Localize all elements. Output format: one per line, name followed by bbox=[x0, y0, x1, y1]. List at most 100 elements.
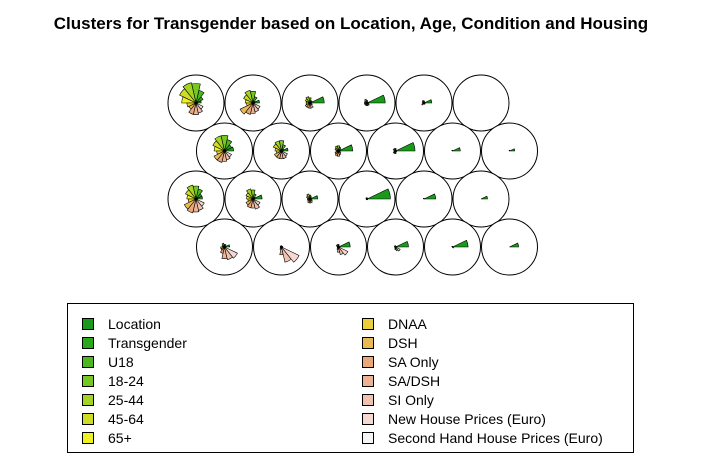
segment-second-hand-house-prices-euro- bbox=[195, 198, 198, 200]
legend-item: 65+ bbox=[82, 428, 187, 447]
legend-swatch bbox=[82, 336, 94, 349]
legend-swatch bbox=[362, 355, 374, 368]
segment-sa-only bbox=[186, 198, 197, 214]
legend-label: U18 bbox=[108, 353, 134, 370]
legend-label: New House Prices (Euro) bbox=[388, 410, 546, 427]
segment-new-house-prices-euro- bbox=[338, 246, 349, 256]
segment-new-house-prices-euro- bbox=[252, 102, 261, 110]
legend-item: Location bbox=[82, 314, 187, 333]
segment-25-44 bbox=[274, 140, 282, 152]
legend-label: SA Only bbox=[388, 353, 439, 370]
legend-item: 45-64 bbox=[82, 409, 187, 428]
segment-65- bbox=[213, 146, 225, 152]
legend-label: SI Only bbox=[388, 391, 434, 408]
legend-swatch bbox=[82, 431, 94, 444]
segment-location bbox=[423, 193, 437, 200]
segment-dsh bbox=[239, 102, 254, 115]
som-unit-r1-c2 bbox=[224, 74, 282, 132]
segment-45-64 bbox=[304, 98, 311, 104]
segment-sa-dsh bbox=[250, 102, 256, 114]
som-unit-r4-c6 bbox=[481, 218, 538, 276]
legend-item: Second Hand House Prices (Euro) bbox=[362, 428, 603, 447]
legend-swatch bbox=[82, 317, 94, 330]
segment-25-44 bbox=[186, 184, 197, 200]
segment-location bbox=[480, 195, 488, 200]
legend-swatch bbox=[362, 374, 374, 387]
legend-item: SA/DSH bbox=[362, 371, 603, 390]
som-unit-r4-c5 bbox=[424, 218, 481, 276]
segment-new-house-prices-euro- bbox=[395, 246, 401, 252]
segment-25-44 bbox=[214, 135, 225, 152]
legend-label: Second Hand House Prices (Euro) bbox=[388, 429, 603, 446]
segment-new-house-prices-euro- bbox=[252, 198, 261, 206]
segment-location bbox=[452, 147, 461, 152]
segment-location bbox=[309, 195, 319, 200]
legend-label: 25-44 bbox=[108, 391, 144, 408]
som-unit-r3-c4 bbox=[338, 170, 396, 228]
segment-25-44 bbox=[244, 89, 254, 104]
segment-second-hand-house-prices-euro- bbox=[281, 246, 284, 248]
segment-location bbox=[395, 142, 416, 152]
segment-new-house-prices-euro- bbox=[366, 198, 369, 201]
segment-sa-dsh bbox=[221, 150, 228, 162]
legend-swatch bbox=[362, 431, 374, 444]
segment-45-64 bbox=[422, 197, 425, 200]
segment-65- bbox=[181, 96, 197, 104]
som-unit-r1-c1 bbox=[167, 74, 225, 132]
som-unit-r2-c3 bbox=[310, 122, 367, 180]
segment-45-64 bbox=[179, 88, 197, 104]
segment-new-house-prices-euro- bbox=[195, 198, 205, 207]
legend-item: 25-44 bbox=[82, 390, 187, 409]
legend-label: 18-24 bbox=[108, 372, 144, 389]
legend-label: DSH bbox=[388, 334, 418, 351]
som-unit-r4-c4 bbox=[367, 218, 424, 276]
som-unit-r4-c3 bbox=[310, 218, 367, 276]
segment-location bbox=[309, 96, 325, 104]
segment-location bbox=[366, 188, 391, 200]
segment-second-hand-house-prices-euro- bbox=[309, 102, 312, 104]
segment-45-64 bbox=[451, 149, 453, 152]
segment-45-64 bbox=[451, 245, 453, 248]
segment-location bbox=[338, 144, 354, 152]
legend-swatch bbox=[82, 393, 94, 406]
legend-label: Location bbox=[108, 315, 161, 332]
segment-si-only bbox=[195, 102, 203, 114]
segment-25-44 bbox=[182, 82, 197, 104]
segment-second-hand-house-prices-euro- bbox=[195, 102, 198, 104]
segment-second-hand-house-prices-euro- bbox=[252, 198, 255, 200]
legend-label: 45-64 bbox=[108, 410, 144, 427]
som-unit-r4-c2 bbox=[253, 218, 310, 276]
segment-new-house-prices-euro- bbox=[423, 102, 426, 105]
legend-item: Transgender bbox=[82, 333, 187, 352]
legend-swatch bbox=[82, 374, 94, 387]
segment-si-only bbox=[195, 198, 204, 211]
legend-column-left: Location Transgender U18 18-24 25-44 45-64 65+ bbox=[82, 314, 187, 447]
segment-new-house-prices-euro- bbox=[452, 246, 455, 249]
som-unit-circle bbox=[452, 74, 510, 132]
legend-swatch bbox=[362, 393, 374, 406]
som-unit-r2-c4 bbox=[367, 122, 424, 180]
legend-swatch bbox=[82, 412, 94, 425]
som-unit-r4-c1 bbox=[196, 218, 253, 276]
segment-si-only bbox=[252, 198, 260, 210]
segment-location bbox=[509, 148, 516, 152]
segment-location bbox=[452, 239, 469, 248]
segment-location bbox=[366, 94, 386, 104]
som-segment-map bbox=[167, 74, 538, 276]
legend-item: DSH bbox=[362, 333, 603, 352]
legend-swatch bbox=[362, 336, 374, 349]
segment-second-hand-house-prices-euro- bbox=[252, 102, 255, 104]
som-unit-r2-c5 bbox=[424, 122, 481, 180]
segment-new-house-prices-euro- bbox=[281, 246, 300, 263]
som-unit-r3-c5 bbox=[395, 170, 453, 228]
som-unit-r2-c1 bbox=[196, 122, 253, 180]
segment-location bbox=[423, 99, 433, 104]
som-unit-r3-c2 bbox=[224, 170, 282, 228]
segment-45-64 bbox=[334, 147, 339, 152]
som-unit-r3-c6 bbox=[452, 170, 510, 228]
segment-second-hand-house-prices-euro- bbox=[366, 102, 369, 104]
segment-new-house-prices-euro- bbox=[195, 102, 204, 110]
segment-45-64 bbox=[306, 195, 311, 200]
legend-swatch bbox=[82, 355, 94, 368]
legend-item: SA Only bbox=[362, 352, 603, 371]
